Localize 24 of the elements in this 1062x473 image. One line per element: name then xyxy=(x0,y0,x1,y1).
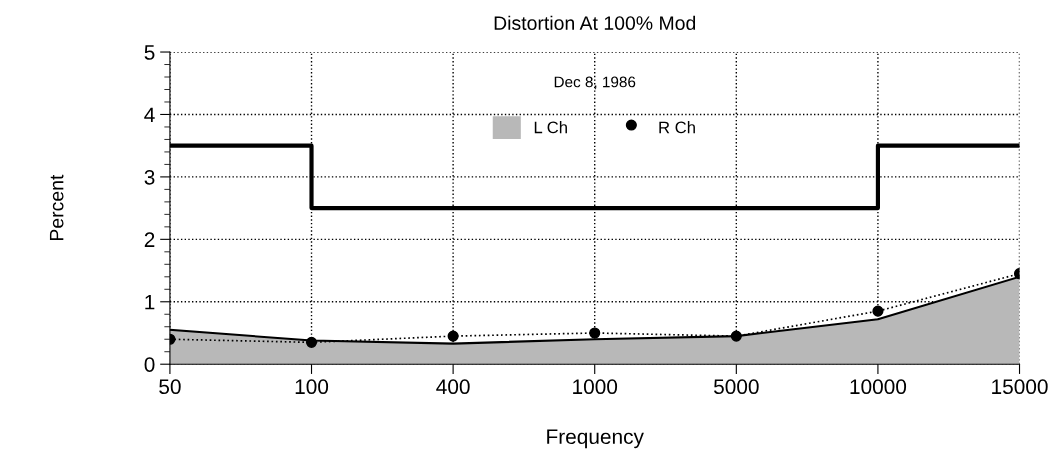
y-tick-label: 3 xyxy=(144,169,155,185)
x-tick-label: 100 xyxy=(295,379,329,395)
point xyxy=(447,330,459,342)
point xyxy=(305,336,318,348)
y-tick-label: 1 xyxy=(145,294,155,310)
x-tick-label: 5000 xyxy=(713,379,759,395)
x-tick-label: 50 xyxy=(159,379,181,395)
x-tick-label: 1000 xyxy=(573,379,618,395)
y-tick-label: 2 xyxy=(144,232,155,247)
legend-label: L Ch xyxy=(534,121,567,134)
x-axis-title: Frequency xyxy=(547,429,644,449)
y-tick-label: 0 xyxy=(144,357,155,372)
annotation: Dec 8, 1986 xyxy=(554,76,636,90)
y-axis-title: Percent xyxy=(49,174,64,241)
x-tick-label: 10000 xyxy=(850,379,907,395)
point xyxy=(730,330,742,342)
point xyxy=(589,327,601,339)
legend-label: R Ch xyxy=(659,121,695,134)
x-tick-label: 15000 xyxy=(992,379,1048,395)
y-tick-label: 4 xyxy=(144,107,155,123)
point xyxy=(872,305,884,317)
x-tick-label: 400 xyxy=(436,379,470,395)
chart-title: Distortion At 100% Mod xyxy=(494,15,696,30)
y-tick-label: 5 xyxy=(144,45,155,60)
